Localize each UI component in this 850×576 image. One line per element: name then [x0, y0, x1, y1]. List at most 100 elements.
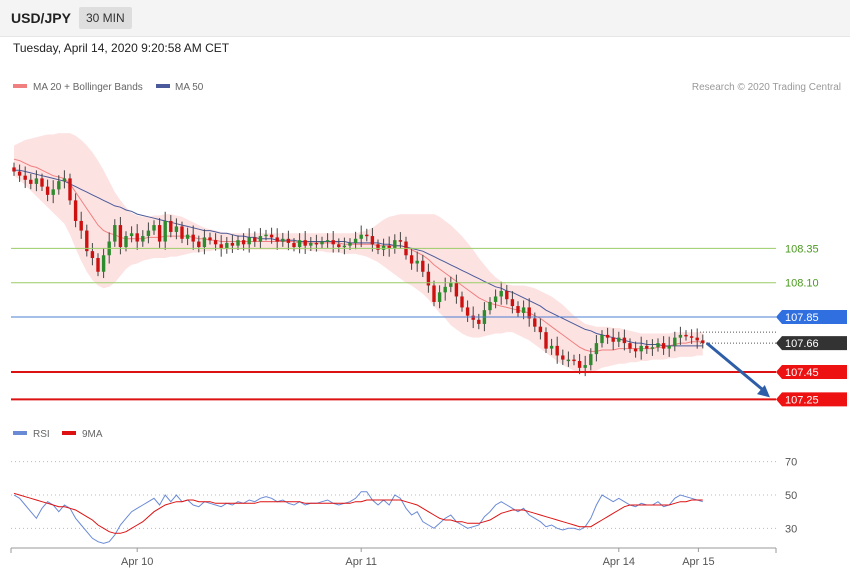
candle-body — [617, 337, 621, 342]
pair-title: USD/JPY — [11, 10, 71, 26]
candle-body — [29, 179, 33, 184]
candle-body — [393, 240, 397, 249]
candle-body — [622, 337, 627, 344]
x-tick-label-2: Apr 14 — [603, 556, 635, 568]
x-axis: Apr 10 Apr 11 Apr 14 Apr 15 — [10, 547, 777, 568]
candle-body — [348, 242, 352, 246]
candle-body — [409, 255, 414, 264]
candle-body — [521, 307, 526, 313]
candle-body — [230, 242, 235, 246]
candle-body — [594, 343, 599, 355]
forecast-arrow-line — [705, 341, 767, 394]
candle-body — [505, 290, 509, 300]
candle-body — [113, 225, 117, 242]
timeframe-button[interactable]: 30 MIN — [79, 7, 132, 29]
candle-body — [202, 237, 207, 248]
candle-body — [471, 315, 475, 320]
candle-body — [73, 200, 78, 221]
candle-body — [297, 240, 302, 248]
ma20-legend-label: MA 20 + Bollinger Bands — [33, 82, 143, 93]
candle-body — [353, 238, 358, 243]
level-tag-label-107.85: 107.85 — [785, 312, 819, 324]
candle-body — [57, 181, 61, 190]
candle-body — [247, 237, 251, 245]
ma50-legend-swatch — [156, 84, 170, 88]
candle-body — [701, 340, 705, 344]
candle-body — [639, 345, 643, 352]
candle-body — [454, 282, 459, 297]
candle-body — [219, 244, 223, 249]
ma50-line — [14, 169, 703, 347]
candle-body — [465, 307, 470, 316]
candle-body — [477, 319, 481, 324]
level-tag-label-107.45: 107.45 — [785, 367, 819, 379]
candle-body — [303, 240, 307, 246]
candle-body — [174, 226, 179, 232]
candle-body — [398, 240, 403, 242]
candle-body — [264, 234, 268, 237]
candle-body — [23, 175, 27, 180]
candle-body — [185, 234, 190, 239]
candle-body — [163, 220, 167, 242]
candle-body — [96, 258, 100, 272]
level-tag-107.25 — [776, 392, 847, 407]
candle-body — [45, 186, 50, 195]
rsi-legend: RSI 9MA — [13, 429, 103, 440]
ma20-legend-swatch — [13, 84, 27, 88]
level-tag-label-107.25: 107.25 — [785, 394, 819, 406]
candle-body — [549, 345, 554, 349]
candle-body — [40, 178, 44, 187]
chart-datetime: Tuesday, April 14, 2020 9:20:58 AM CET — [13, 41, 230, 55]
candle-body — [689, 336, 694, 338]
candle-body — [381, 245, 386, 250]
rsi-ma-legend-swatch — [62, 431, 76, 435]
candle-body — [493, 296, 498, 302]
x-tick-label-1: Apr 11 — [345, 556, 377, 568]
candle-body — [286, 238, 291, 243]
candle-body — [314, 242, 319, 245]
candle-body — [241, 240, 246, 245]
candle-body — [141, 236, 145, 242]
candle-body — [589, 354, 593, 366]
candle-body — [157, 225, 162, 242]
candle-body — [695, 337, 699, 341]
bollinger-band-area — [14, 133, 703, 374]
candle-body — [583, 365, 587, 368]
rsi-legend-label: RSI — [33, 429, 50, 440]
candle-body — [213, 240, 218, 245]
candle-body — [645, 345, 649, 349]
candle-body — [337, 244, 341, 248]
candle-body — [146, 230, 151, 237]
candle-body — [673, 337, 677, 346]
candle-body — [661, 343, 666, 349]
candle-body — [421, 260, 425, 272]
candle-body — [488, 301, 492, 311]
candle-body — [180, 226, 184, 239]
candle-body — [538, 326, 543, 333]
candle-body — [292, 242, 296, 248]
candle-body — [225, 242, 229, 249]
candle-body — [628, 343, 632, 349]
candle-body — [437, 292, 442, 302]
candle-body — [566, 359, 571, 362]
candle-body — [275, 237, 279, 242]
candle-body — [544, 332, 548, 349]
x-tick-label-3: Apr 15 — [682, 556, 714, 568]
candle-body — [365, 234, 369, 237]
candle-body — [611, 337, 615, 342]
candle-body — [449, 282, 453, 287]
main-legend: MA 20 + Bollinger Bands MA 50 Research ©… — [13, 82, 841, 93]
rsi-panel: 70 50 30 — [11, 457, 797, 544]
candle-body — [101, 255, 106, 272]
candle-body — [516, 306, 520, 313]
candle-body — [359, 234, 363, 239]
candle-body — [253, 237, 257, 242]
candle-body — [577, 360, 582, 368]
x-tick-label-0: Apr 10 — [121, 556, 153, 568]
candle-body — [320, 241, 324, 245]
rsi-ma-line — [13, 492, 703, 534]
candle-body — [208, 237, 212, 241]
price-panel: 108.35 108.10 107.85 107.66 107.45 107.25 — [11, 133, 847, 407]
candle-body — [258, 236, 263, 242]
